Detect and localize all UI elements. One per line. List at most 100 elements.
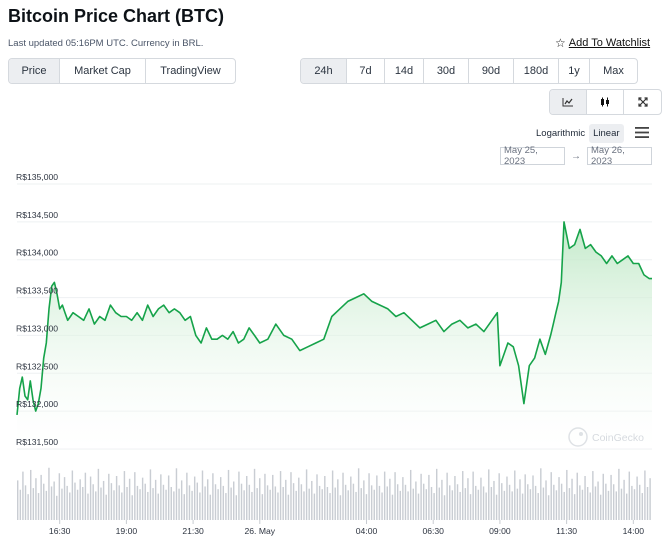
add-to-watchlist-link[interactable]: ☆ Add To Watchlist xyxy=(555,37,650,49)
volume-bar xyxy=(186,472,188,520)
range-30d-button[interactable]: 30d xyxy=(424,59,469,83)
volume-bar xyxy=(292,483,295,520)
page-title: Bitcoin Price Chart (BTC) xyxy=(8,6,225,26)
price-line xyxy=(16,221,652,415)
range-7d-button[interactable]: 7d xyxy=(347,59,385,83)
y-tick-label: R$135,000 xyxy=(16,172,58,182)
volume-bar xyxy=(95,491,97,520)
fullscreen-icon xyxy=(637,97,648,107)
range-14d-button[interactable]: 14d xyxy=(385,59,424,83)
volume-bar xyxy=(534,485,537,520)
volume-bar xyxy=(607,490,610,520)
range-180d-button[interactable]: 180d xyxy=(514,59,559,83)
volume-bar xyxy=(485,492,487,520)
coingecko-watermark: CoinGecko xyxy=(568,427,644,447)
volume-bar xyxy=(599,494,602,520)
volume-bar xyxy=(620,488,623,520)
volume-bar xyxy=(553,484,555,520)
tab-tradingview[interactable]: TradingView xyxy=(160,65,221,77)
candlestick-chart-icon xyxy=(601,97,609,107)
volume-bar xyxy=(115,476,118,520)
volume-bar xyxy=(50,486,53,520)
volume-bar xyxy=(365,494,368,520)
range-24h-button[interactable]: 24h xyxy=(301,59,347,83)
price-chart[interactable]: R$131,500 R$132,000 R$132,500 R$133,000 R$13… xyxy=(0,170,666,548)
volume-bar xyxy=(498,473,500,520)
volume-bar xyxy=(391,494,394,520)
volume-bar xyxy=(467,478,469,520)
volume-bar xyxy=(618,468,620,520)
volume-bar xyxy=(134,472,136,520)
volume-bars xyxy=(17,467,651,520)
volume-bar xyxy=(477,489,480,520)
volume-bar xyxy=(363,480,365,520)
volume-bar xyxy=(339,495,342,520)
volume-bar xyxy=(43,483,45,520)
linear-option[interactable]: Linear xyxy=(589,124,624,143)
volume-bar xyxy=(300,484,303,520)
line-view-button[interactable] xyxy=(550,90,587,114)
time-range-selector: 24h 7d 14d 30d 90d 180d 1y Max xyxy=(300,58,638,84)
volume-bar xyxy=(589,492,591,520)
volume-bar xyxy=(313,493,316,520)
scale-toggle: Logarithmic Linear xyxy=(532,124,624,143)
volume-bar xyxy=(501,483,503,520)
tab-market-cap[interactable]: Market Cap xyxy=(60,59,146,83)
date-to-input[interactable]: May 26, 2023 xyxy=(587,145,652,167)
volume-bar xyxy=(368,473,370,520)
logarithmic-option[interactable]: Logarithmic xyxy=(536,128,586,139)
volume-bar xyxy=(256,488,258,520)
volume-bar xyxy=(219,477,222,520)
hamburger-menu-icon[interactable] xyxy=(635,127,649,138)
volume-bar xyxy=(222,485,225,520)
volume-bar xyxy=(321,489,323,520)
volume-bar xyxy=(441,479,443,520)
volume-bar xyxy=(399,490,401,520)
volume-bar xyxy=(243,490,245,520)
volume-bar xyxy=(136,485,139,520)
volume-bar xyxy=(357,468,360,520)
range-max-button[interactable]: Max xyxy=(603,65,624,77)
volume-bar xyxy=(214,484,217,520)
volume-bar xyxy=(126,487,128,520)
tab-price[interactable]: Price xyxy=(9,59,60,83)
volume-bar xyxy=(638,484,641,520)
range-1y-button[interactable]: 1y xyxy=(559,59,590,83)
volume-bar xyxy=(30,469,32,520)
volume-bar xyxy=(360,488,362,520)
volume-bar xyxy=(318,485,321,520)
volume-bar xyxy=(82,487,84,520)
volume-bar xyxy=(641,493,644,520)
fullscreen-button[interactable] xyxy=(624,90,661,114)
volume-bar xyxy=(636,476,638,520)
volume-bar xyxy=(123,471,126,520)
volume-bar xyxy=(113,490,115,520)
volume-bar xyxy=(633,489,636,520)
volume-bar xyxy=(118,485,120,520)
x-axis-ticks: 16:30 19:00 21:30 26. May 04:00 06:30 09:00 11:… xyxy=(49,520,644,536)
date-from-input[interactable]: May 25, 2023 xyxy=(500,145,565,167)
volume-bar xyxy=(514,470,516,520)
volume-bar xyxy=(191,490,193,520)
x-tick-label: 04:00 xyxy=(356,526,378,536)
volume-bar xyxy=(183,494,185,520)
volume-bar xyxy=(584,476,586,520)
volume-bar xyxy=(555,490,558,520)
volume-bar xyxy=(350,476,352,520)
volume-bar xyxy=(61,488,63,520)
last-updated-text: Last updated 05:16PM UTC. Currency in BR… xyxy=(8,38,204,49)
candlestick-view-button[interactable] xyxy=(587,90,624,114)
volume-bar xyxy=(27,494,29,520)
volume-bar xyxy=(402,477,404,520)
volume-bar xyxy=(53,481,55,520)
volume-bar xyxy=(199,492,201,520)
volume-bar xyxy=(342,472,344,520)
volume-bar xyxy=(144,483,146,520)
volume-bar xyxy=(227,469,230,520)
volume-bar xyxy=(97,468,100,520)
volume-bar xyxy=(623,479,625,520)
volume-bar xyxy=(76,489,79,520)
x-tick-label: 21:30 xyxy=(182,526,204,536)
volume-bar xyxy=(19,489,22,520)
range-90d-button[interactable]: 90d xyxy=(469,59,514,83)
